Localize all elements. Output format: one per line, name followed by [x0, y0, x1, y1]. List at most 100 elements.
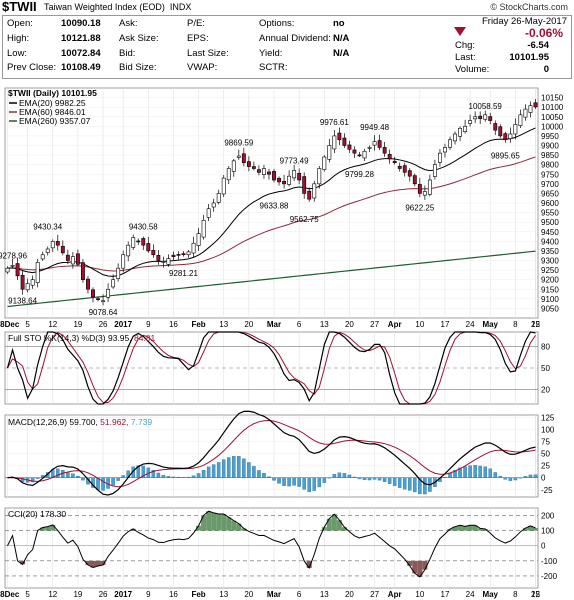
- candle: [402, 162, 407, 177]
- macd-histogram-bar: [518, 477, 523, 479]
- x-tick-label: 12: [48, 320, 57, 329]
- candle: [20, 269, 25, 295]
- macd-histogram-bar: [342, 473, 347, 478]
- cci-overbought-fill: [527, 525, 533, 531]
- candle: [201, 214, 206, 240]
- candle: [297, 168, 302, 185]
- price-annotation: 9895.65: [491, 151, 520, 160]
- macd-histogram-bar: [307, 477, 311, 493]
- y-tick-label: 9050: [541, 304, 559, 313]
- y-tick-label: 50: [541, 364, 550, 373]
- candle-body: [20, 274, 25, 290]
- candle: [5, 266, 10, 274]
- x-tick-label: 20: [244, 320, 253, 329]
- candle: [81, 258, 85, 283]
- candle: [181, 251, 186, 257]
- candle-body: [362, 150, 367, 159]
- y-tick-label: 9200: [541, 276, 559, 285]
- candle-body: [498, 126, 503, 137]
- candle: [45, 246, 50, 256]
- copyright: © StockCharts.com: [490, 2, 568, 12]
- candle-body: [332, 135, 337, 150]
- quote-label: Ask Size:: [119, 33, 159, 44]
- candle-body: [231, 160, 236, 172]
- candle-body: [307, 190, 312, 200]
- candle-body: [518, 114, 523, 126]
- x-tick-label: May: [482, 320, 498, 329]
- candle-body: [438, 152, 442, 163]
- macd-histogram-bar: [372, 477, 377, 480]
- candle-body: [50, 241, 55, 249]
- macd-histogram-bar: [498, 475, 503, 478]
- quote-label: VWAP:: [187, 62, 218, 73]
- candle-body: [91, 289, 95, 298]
- macd-histogram-bar: [523, 476, 528, 478]
- macd-histogram-bar: [508, 477, 513, 481]
- candle-body: [352, 149, 357, 154]
- ema60-line: [7, 156, 536, 272]
- cci-overbought-fill: [341, 527, 347, 531]
- x-tick-label: 6: [297, 590, 302, 599]
- candle-body: [70, 256, 75, 265]
- quote-value: N/A: [333, 48, 350, 59]
- candle: [216, 189, 221, 205]
- macd-histogram-bar: [206, 466, 211, 478]
- macd-histogram-bar: [277, 477, 281, 484]
- macd-histogram-bar: [317, 477, 322, 488]
- cci-overbought-fill: [467, 525, 473, 531]
- price-annotation: 9138.64: [8, 296, 37, 305]
- x-tick-label: 12: [48, 590, 57, 599]
- x-tick-label: 16: [169, 590, 178, 599]
- macd-histogram-bar: [71, 473, 75, 478]
- x-tick-label: Feb: [191, 320, 205, 329]
- candle-body: [65, 254, 70, 261]
- quote-label: Open:: [7, 18, 33, 29]
- candle: [136, 238, 141, 245]
- panel-frame: [4, 507, 539, 589]
- candle: [262, 164, 266, 179]
- candle-body: [493, 123, 498, 131]
- macd-histogram-bar: [382, 477, 387, 482]
- candle: [211, 198, 216, 212]
- candle-body: [412, 175, 417, 185]
- candle: [332, 129, 337, 154]
- x-tick-label: 2017: [114, 320, 132, 329]
- candle: [503, 131, 508, 143]
- macd-histogram-bar: [448, 473, 452, 478]
- change-percent: -0.06%: [524, 26, 563, 40]
- sto-legend-part: Full STO %K(14,3) %D(3): [8, 333, 106, 343]
- candle: [488, 112, 493, 125]
- candle: [352, 146, 357, 158]
- cci-oversold-fill: [412, 560, 418, 574]
- candle-body: [317, 168, 322, 185]
- x-tick-label: May: [482, 590, 498, 599]
- candle-body: [161, 261, 166, 263]
- candle: [231, 158, 236, 177]
- candle: [30, 275, 35, 289]
- candle-body: [292, 170, 297, 179]
- candle: [347, 140, 352, 153]
- quote-value: 10072.84: [61, 48, 101, 59]
- macd-line: [7, 410, 536, 496]
- candle-body: [347, 144, 352, 150]
- candle: [221, 175, 226, 198]
- candle: [277, 176, 281, 186]
- candle-body: [432, 164, 437, 177]
- candle-body: [468, 120, 473, 124]
- y-tick-label: 10150: [541, 94, 564, 103]
- candle-body: [81, 262, 85, 280]
- quote-label: Volume:: [455, 64, 490, 75]
- candle: [498, 124, 503, 138]
- candle: [427, 174, 432, 197]
- candle-body: [402, 165, 407, 173]
- x-tick-label: 5: [25, 590, 30, 599]
- cci-overbought-fill: [130, 528, 136, 531]
- candle: [292, 165, 297, 181]
- candle-body: [337, 132, 342, 141]
- macd-histogram-bar: [418, 477, 422, 495]
- candle-body: [191, 242, 196, 254]
- candle: [302, 172, 307, 199]
- macd-histogram-bar: [483, 466, 487, 478]
- candle-body: [342, 137, 347, 146]
- symbol: $TWII: [2, 0, 37, 14]
